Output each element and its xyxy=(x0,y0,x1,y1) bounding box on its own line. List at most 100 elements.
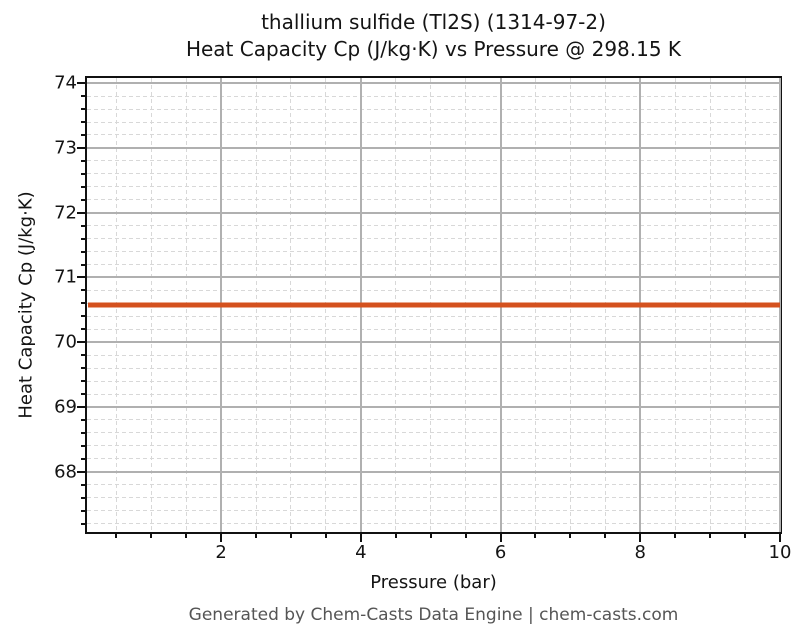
y-minor-gridline xyxy=(87,315,780,317)
y-tick-label: 68 xyxy=(54,461,77,483)
y-minor-gridline xyxy=(87,510,780,512)
y-minor-tick xyxy=(81,237,85,240)
x-minor-tick xyxy=(115,534,118,538)
y-minor-tick xyxy=(81,393,85,396)
x-minor-tick xyxy=(534,534,537,538)
y-minor-gridline xyxy=(87,173,780,175)
y-minor-tick xyxy=(81,444,85,447)
x-minor-tick xyxy=(709,534,712,538)
x-minor-tick xyxy=(150,534,153,538)
y-major-tick xyxy=(77,82,85,85)
y-minor-tick xyxy=(81,185,85,188)
y-minor-tick xyxy=(81,121,85,124)
y-minor-gridline xyxy=(87,432,780,434)
y-major-tick xyxy=(77,406,85,408)
y-tick-label: 72 xyxy=(54,202,77,224)
x-major-tick xyxy=(779,534,781,542)
y-minor-tick xyxy=(81,108,85,111)
y-minor-gridline xyxy=(87,95,780,97)
y-minor-gridline xyxy=(87,134,780,136)
y-minor-gridline xyxy=(87,328,780,330)
x-minor-tick xyxy=(185,534,188,538)
y-minor-tick xyxy=(81,431,85,434)
y-minor-tick xyxy=(81,328,85,331)
series-line-heat-capacity-cp xyxy=(88,302,780,308)
y-minor-gridline xyxy=(87,289,780,291)
x-minor-tick xyxy=(255,534,258,538)
y-minor-gridline xyxy=(87,199,780,201)
y-minor-gridline xyxy=(87,160,780,162)
y-minor-tick xyxy=(81,315,85,318)
x-minor-tick xyxy=(604,534,607,538)
x-axis-label: Pressure (bar) xyxy=(370,572,497,593)
y-minor-gridline xyxy=(87,380,780,382)
y-major-gridline xyxy=(87,276,780,279)
y-axis-label: Heat Capacity Cp (J/kg·K) xyxy=(15,191,37,419)
y-minor-tick xyxy=(81,367,85,370)
y-minor-gridline xyxy=(87,251,780,253)
x-tick-label: 8 xyxy=(634,542,647,563)
y-minor-gridline xyxy=(87,367,780,369)
y-minor-gridline xyxy=(87,445,780,447)
y-minor-gridline xyxy=(87,225,780,227)
y-minor-tick xyxy=(81,418,85,421)
y-minor-gridline xyxy=(87,419,780,421)
x-major-tick xyxy=(359,534,362,542)
x-minor-tick xyxy=(324,534,327,538)
x-tick-label: 10 xyxy=(768,542,792,563)
y-minor-tick xyxy=(81,509,85,512)
y-minor-tick xyxy=(81,457,85,460)
y-minor-tick xyxy=(81,133,85,136)
y-minor-tick xyxy=(81,289,85,292)
y-minor-gridline xyxy=(87,497,780,499)
x-minor-tick xyxy=(674,534,677,538)
y-major-gridline xyxy=(87,341,780,344)
y-minor-tick xyxy=(81,159,85,162)
y-major-tick xyxy=(77,146,85,149)
y-major-gridline xyxy=(87,146,780,149)
y-major-gridline xyxy=(87,406,780,408)
plot-area: Pressure (bar) 2 4 6 8 10 68 69 70 71 72 73 74 xyxy=(54,73,791,593)
y-major-tick xyxy=(77,276,85,279)
y-tick-label: 70 xyxy=(54,331,77,353)
y-minor-gridline xyxy=(87,484,780,486)
y-minor-tick xyxy=(81,172,85,175)
y-major-tick xyxy=(77,211,85,214)
y-minor-gridline xyxy=(87,354,780,356)
y-minor-tick xyxy=(81,380,85,383)
y-minor-gridline xyxy=(87,393,780,395)
y-minor-gridline xyxy=(87,186,780,188)
x-minor-tick xyxy=(744,534,747,538)
x-major-tick xyxy=(220,534,223,542)
x-tick-label: 2 xyxy=(215,542,227,563)
y-tick-label: 71 xyxy=(54,266,77,288)
x-major-tick xyxy=(639,534,642,542)
y-minor-tick xyxy=(81,302,85,305)
y-minor-gridline xyxy=(87,523,780,525)
y-minor-gridline xyxy=(87,458,780,460)
y-major-gridline xyxy=(87,470,780,473)
y-tick-label: 74 xyxy=(54,72,77,94)
x-tick-label: 4 xyxy=(355,542,367,563)
y-minor-tick xyxy=(81,250,85,253)
y-major-tick xyxy=(77,341,85,344)
x-minor-tick xyxy=(464,534,467,538)
y-minor-tick xyxy=(81,263,85,266)
x-major-tick xyxy=(499,534,502,542)
y-minor-tick xyxy=(81,483,85,486)
y-tick-label: 73 xyxy=(54,137,77,159)
y-minor-tick xyxy=(81,95,85,98)
y-minor-tick xyxy=(81,496,85,499)
x-minor-tick xyxy=(289,534,292,538)
chart-title: thallium sulfide (Tl2S) (1314-97-2) Heat… xyxy=(85,9,782,63)
y-tick-label: 69 xyxy=(54,396,77,418)
chart-title-line-1: thallium sulfide (Tl2S) (1314-97-2) xyxy=(261,10,606,34)
y-minor-tick xyxy=(81,198,85,201)
y-minor-tick xyxy=(81,354,85,357)
y-minor-gridline xyxy=(87,108,780,110)
y-minor-tick xyxy=(81,224,85,227)
chart-title-line-2: Heat Capacity Cp (J/kg·K) vs Pressure @ … xyxy=(185,37,682,61)
x-major-gridline xyxy=(779,78,781,532)
y-minor-gridline xyxy=(87,238,780,240)
